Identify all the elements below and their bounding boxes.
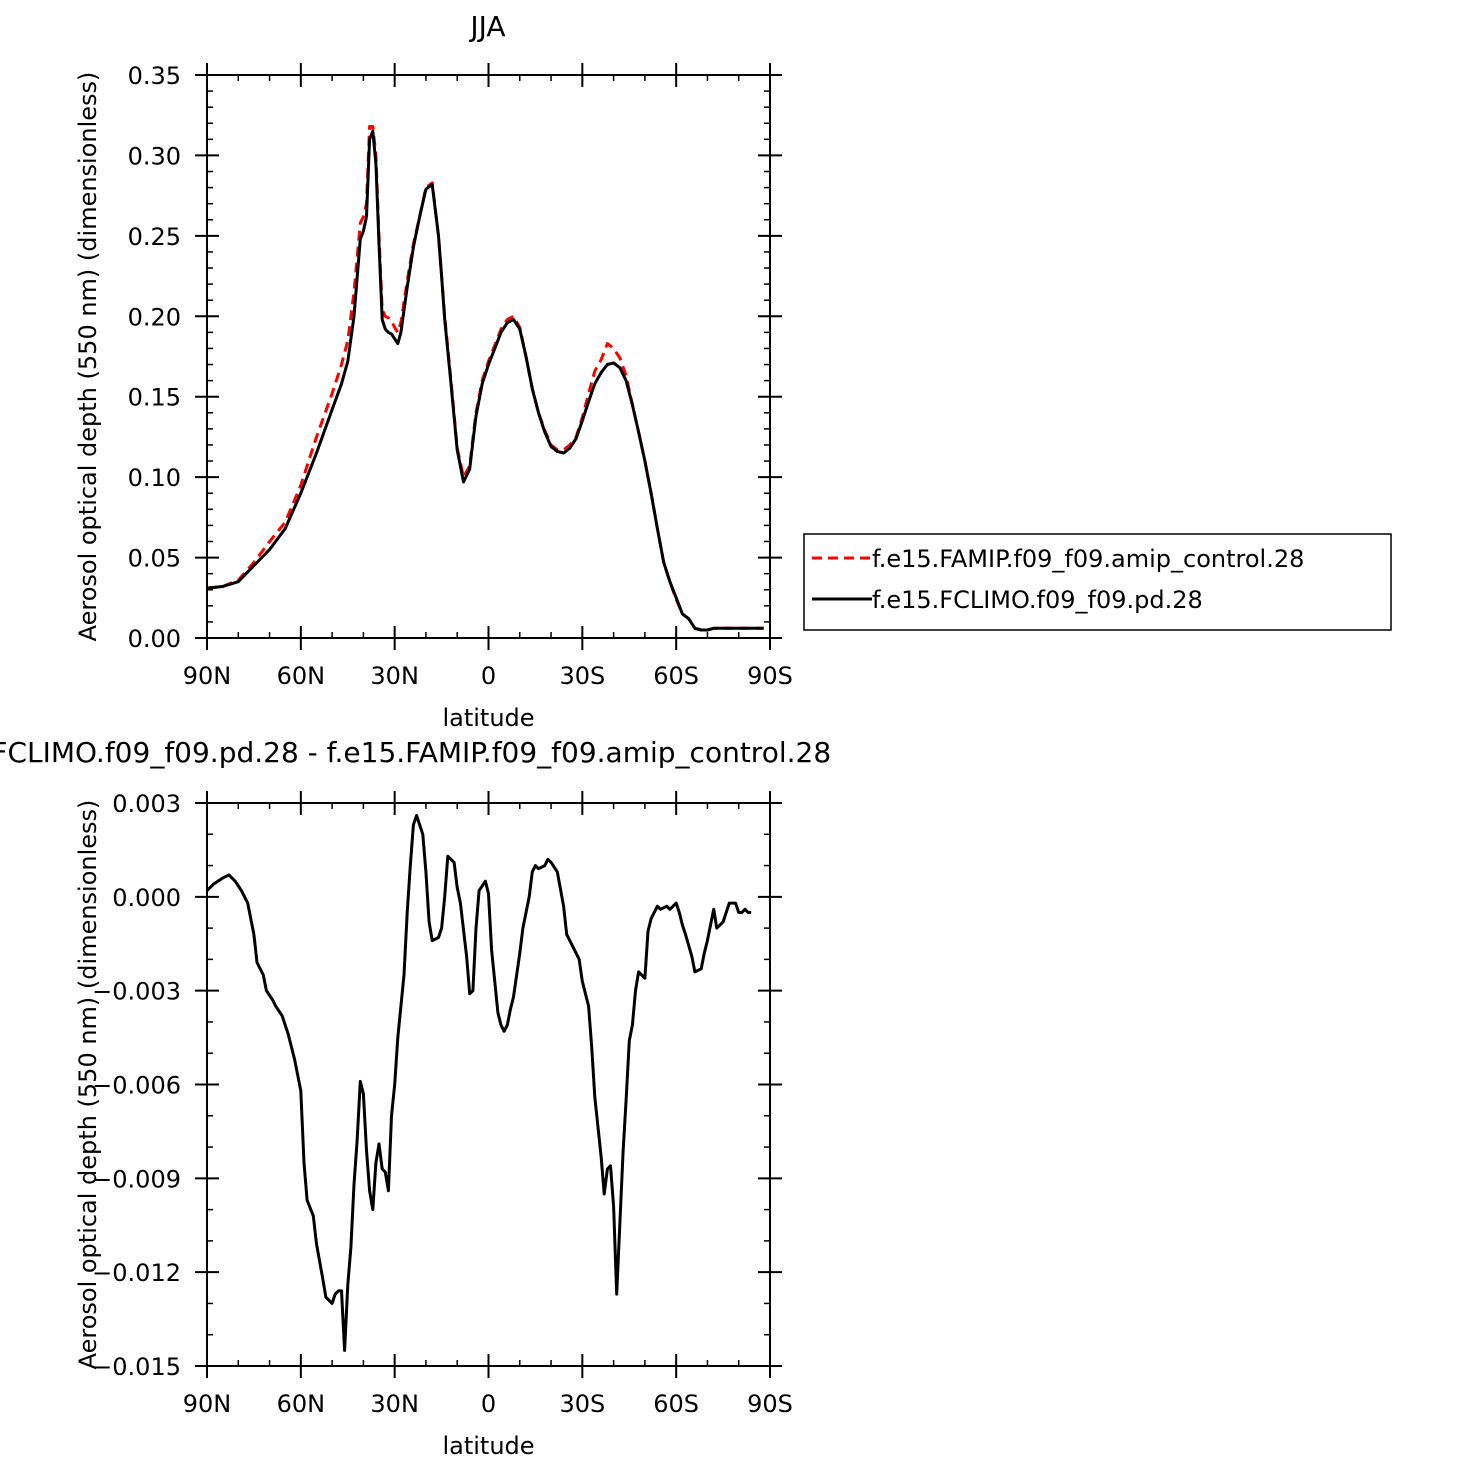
y-tick-label: 0.000	[112, 884, 181, 912]
y-axis-title: Aerosol optical depth (550 nm) (dimensio…	[74, 800, 102, 1370]
y-tick-label: 0.003	[112, 790, 181, 818]
plot-title: f.e15.FCLIMO.f09_f09.pd.28 - f.e15.FAMIP…	[0, 736, 831, 769]
y-tick-label: −0.003	[92, 978, 181, 1006]
y-tick-label: 0.20	[128, 303, 181, 331]
plot-frame	[206, 802, 771, 1367]
y-tick-label: −0.009	[92, 1165, 181, 1193]
legend-label: f.e15.FCLIMO.f09_f09.pd.28	[872, 586, 1203, 614]
x-tick-label: 90S	[747, 1390, 793, 1418]
x-tick-label: 90S	[747, 662, 793, 690]
y-tick-label: −0.006	[92, 1072, 181, 1100]
y-tick-label: 0.25	[128, 223, 181, 251]
y-axis-title: Aerosol optical depth (550 nm) (dimensio…	[74, 72, 102, 642]
x-tick-label: 0	[481, 662, 496, 690]
y-tick-label: 0.15	[128, 384, 181, 412]
y-tick-label: 0.05	[128, 545, 181, 573]
x-tick-label: 60N	[277, 1390, 326, 1418]
y-tick-label: −0.015	[92, 1353, 181, 1381]
x-tick-label: 0	[481, 1390, 496, 1418]
x-tick-label: 60N	[277, 662, 326, 690]
y-tick-label: 0.30	[128, 142, 181, 170]
legend-box	[803, 533, 1392, 631]
x-tick-label: 30N	[370, 1390, 419, 1418]
x-tick-label: 60S	[653, 662, 699, 690]
x-tick-label: 30N	[370, 662, 419, 690]
x-axis-title: latitude	[442, 704, 534, 732]
x-axis-title: latitude	[442, 1432, 534, 1460]
series-line-1	[206, 129, 764, 632]
plot-title: JJA	[468, 10, 505, 43]
y-tick-label: 0.00	[128, 625, 181, 653]
legend-label: f.e15.FAMIP.f09_f09.amip_control.28	[872, 545, 1304, 573]
y-tick-label: −0.012	[92, 1259, 181, 1287]
y-tick-label: 0.35	[128, 62, 181, 90]
x-tick-label: 90N	[183, 1390, 232, 1418]
x-tick-label: 60S	[653, 1390, 699, 1418]
x-tick-label: 30S	[559, 662, 605, 690]
plot-frame	[206, 74, 771, 639]
x-tick-label: 90N	[183, 662, 232, 690]
y-tick-label: 0.10	[128, 464, 181, 492]
x-tick-label: 30S	[559, 1390, 605, 1418]
series-line-0	[205, 814, 752, 1352]
